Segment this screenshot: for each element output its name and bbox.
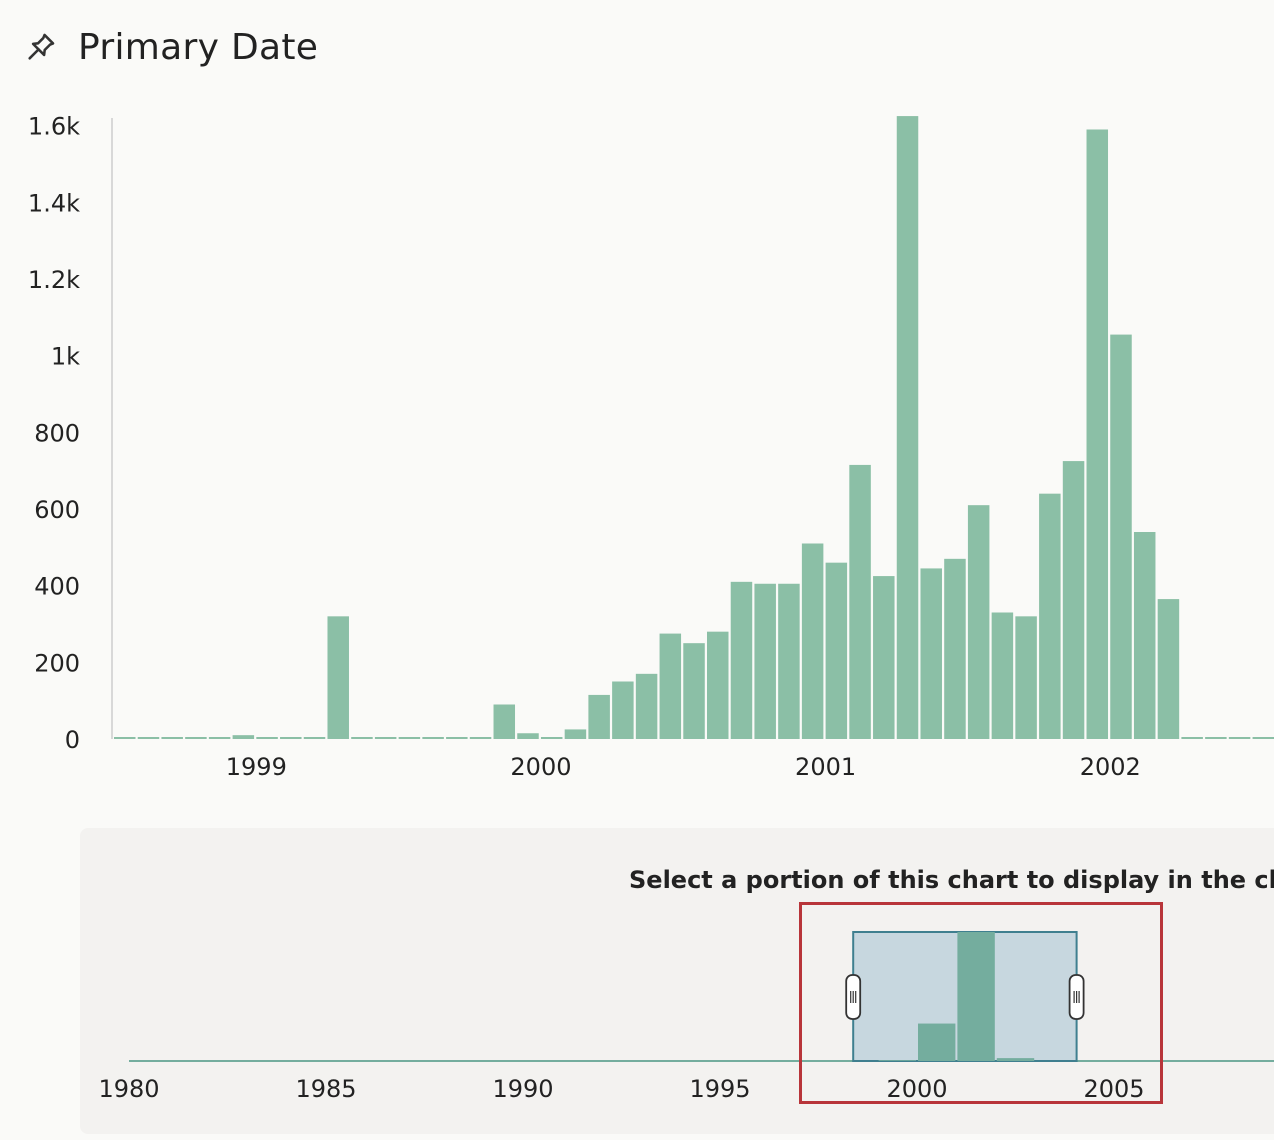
y-tick-label: 1.6k (28, 113, 80, 141)
histogram-bar[interactable]: 2002-06: 0 (1228, 737, 1251, 739)
histogram-bar[interactable]: 2000-05: 170 (635, 673, 658, 739)
histogram-bar[interactable]: 2000-12: 510 (801, 543, 824, 740)
y-tick-label: 600 (34, 496, 80, 524)
histogram-bar[interactable]: 1999-01: 5 (256, 737, 278, 739)
histogram-bar[interactable]: 2001-02: 715 (849, 464, 871, 739)
histogram-bar[interactable]: 1998-09: 0 (161, 737, 183, 739)
histogram-bar[interactable]: 2000-10: 405 (754, 583, 776, 739)
histogram-bar[interactable]: 2001-12: 1590 (1086, 129, 1109, 740)
histogram-bar[interactable]: 2002-07: 0 (1252, 737, 1274, 739)
y-tick-label: 1k (51, 343, 80, 371)
histogram-bar[interactable]: 1999-03: 0 (303, 737, 326, 739)
selection-highlight-box (799, 902, 1163, 1104)
histogram-bar[interactable]: 2002-02: 540 (1133, 532, 1156, 739)
histogram-bar[interactable]: 2001-03: 425 (873, 576, 895, 739)
histogram-bar[interactable]: 1999-05: 0 (351, 737, 373, 739)
histogram-bar[interactable]: 2001-10: 640 (1039, 493, 1061, 739)
histogram-bar[interactable]: 2001-11: 725 (1062, 461, 1085, 739)
histogram-bar[interactable]: 1999-06: 5 (374, 737, 397, 739)
histogram-bar[interactable]: 2000-11: 405 (778, 583, 800, 739)
y-tick-label: 0 (65, 726, 80, 754)
histogram-bar[interactable]: 2001-07: 610 (967, 505, 990, 739)
navigator-hint: Select a portion of this chart to displa… (629, 866, 1274, 894)
histogram-bar[interactable]: 2002-04: 0 (1181, 737, 1203, 739)
histogram-bar[interactable]: 1998-07: 4 (114, 737, 136, 739)
histogram-bar[interactable]: 1999-02: 0 (280, 737, 302, 739)
pin-icon[interactable] (22, 28, 60, 66)
panel-header: Primary Date (22, 22, 318, 72)
panel-title: Primary Date (78, 26, 319, 68)
histogram-bar[interactable]: 2000-01: 0 (540, 737, 563, 739)
histogram-bar[interactable]: 2001-06: 470 (944, 558, 966, 739)
y-tick-label: 1.2k (28, 266, 80, 294)
histogram-bar[interactable]: 2000-08: 280 (707, 631, 729, 739)
y-tick-label: 400 (34, 573, 80, 601)
histogram-bar[interactable]: 2001-08: 330 (991, 612, 1014, 740)
x-tick-label: 2001 (795, 753, 856, 781)
y-tick-label: 200 (34, 649, 80, 677)
histogram-bar[interactable]: 2000-04: 150 (612, 681, 634, 740)
histogram-bar[interactable]: 2002-03: 365 (1157, 599, 1180, 739)
histogram-bar[interactable]: 1999-11: 90 (493, 704, 516, 740)
histogram-bar[interactable]: 2001-09: 320 (1015, 616, 1037, 739)
x-tick-label: 2002 (1080, 753, 1141, 781)
histogram-bar[interactable]: 1998-11: 0 (208, 737, 231, 739)
histogram-bar[interactable]: 1999-10: 0 (469, 737, 492, 739)
histogram-bar[interactable]: 2000-02: 25 (564, 729, 587, 739)
histogram-bar[interactable]: 2000-06: 275 (659, 633, 682, 739)
y-tick-label: 800 (34, 419, 80, 447)
histogram-bar[interactable]: 1999-04: 320 (327, 616, 349, 739)
histogram-bar[interactable]: 2001-05: 445 (920, 568, 942, 739)
x-tick-label: 1999 (226, 753, 287, 781)
histogram-bar[interactable]: 1999-12: 15 (517, 733, 539, 739)
histogram-bar[interactable]: 1998-12: 10 (232, 735, 255, 739)
histogram-bar[interactable]: 2002-05: 0 (1205, 737, 1227, 739)
histogram-bar[interactable]: 1999-09: 0 (446, 737, 468, 739)
histogram-bar[interactable]: 2002-01: 1055 (1110, 334, 1132, 739)
histogram-bar[interactable]: 1998-08: 0 (137, 737, 160, 739)
histogram-bar[interactable]: 2001-04: 1625 (896, 116, 919, 740)
histogram-bar[interactable]: 2000-03: 115 (588, 694, 610, 739)
histogram-bar[interactable]: 2000-09: 410 (730, 581, 753, 739)
histogram-bar[interactable]: 1999-08: 0 (422, 737, 444, 739)
histogram-bar[interactable]: 1998-10: 0 (185, 737, 207, 739)
histogram-bar[interactable]: 2001-01: 460 (825, 562, 848, 739)
x-tick-label: 2000 (510, 753, 571, 781)
histogram-bar[interactable]: 2000-07: 250 (683, 643, 705, 739)
y-tick-label: 1.4k (28, 189, 80, 217)
histogram-bar[interactable]: 1999-07: 0 (398, 737, 421, 739)
